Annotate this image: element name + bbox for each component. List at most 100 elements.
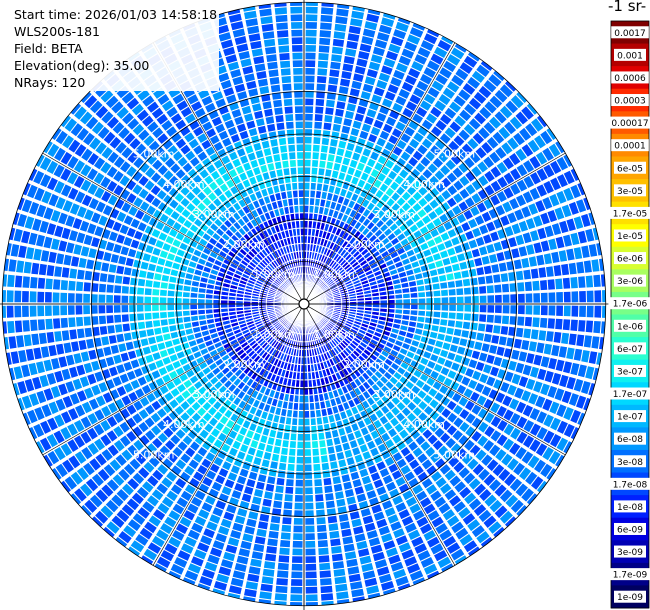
range-gate xyxy=(391,192,400,202)
range-gate xyxy=(386,481,397,492)
range-gate xyxy=(453,417,464,428)
range-gate xyxy=(286,121,294,129)
range-gate xyxy=(472,132,485,145)
range-gate xyxy=(267,309,274,312)
range-gate xyxy=(430,543,444,555)
range-gate xyxy=(291,579,303,586)
range-gate xyxy=(223,87,235,97)
range-gate xyxy=(338,513,349,522)
range-gate xyxy=(321,337,327,344)
range-gate xyxy=(334,23,347,32)
range-gate xyxy=(374,437,383,446)
range-gate xyxy=(440,483,452,495)
range-gate xyxy=(326,351,331,359)
range-gate xyxy=(372,304,380,308)
range-gate xyxy=(561,263,570,276)
range-gate xyxy=(161,477,173,488)
range-gate xyxy=(456,213,467,224)
range-gate xyxy=(304,426,310,433)
range-gate xyxy=(381,362,390,371)
range-gate xyxy=(431,126,442,137)
ray xyxy=(304,304,455,575)
range-gate xyxy=(393,284,402,290)
range-gate xyxy=(327,154,335,162)
range-gate xyxy=(403,435,414,445)
range-gate xyxy=(284,425,291,433)
range-gate xyxy=(339,316,347,320)
range-gate xyxy=(200,535,213,546)
range-gate xyxy=(412,150,423,161)
range-gate xyxy=(332,289,339,293)
range-gate xyxy=(256,347,263,355)
range-gate xyxy=(334,187,341,195)
range-gate xyxy=(427,262,436,270)
range-gate xyxy=(174,557,188,568)
range-gate xyxy=(267,355,274,363)
range-gate xyxy=(495,305,502,314)
range-gate xyxy=(157,396,168,406)
range-gate xyxy=(218,385,227,394)
range-gate xyxy=(121,449,133,461)
range-gate xyxy=(34,407,45,421)
range-gate xyxy=(144,296,152,304)
range-gate xyxy=(390,349,399,357)
range-gate xyxy=(320,199,326,207)
range-gate xyxy=(123,382,134,393)
range-gate xyxy=(325,335,331,342)
range-gate xyxy=(496,161,508,174)
range-gate xyxy=(30,319,38,331)
range-gate xyxy=(387,246,396,254)
range-gate xyxy=(576,334,585,347)
range-gate xyxy=(378,316,386,321)
range-gate xyxy=(281,318,287,324)
range-gate xyxy=(452,336,460,345)
range-gate xyxy=(336,498,346,507)
range-gate xyxy=(37,319,46,331)
range-gate xyxy=(411,261,420,268)
range-gate xyxy=(408,529,421,540)
range-gate xyxy=(322,345,328,352)
range-gate xyxy=(234,346,242,353)
range-gate xyxy=(246,479,256,488)
range-gate xyxy=(329,242,335,250)
range-gate xyxy=(280,317,287,323)
range-gate xyxy=(354,413,362,422)
range-gate xyxy=(18,350,27,363)
range-gate xyxy=(60,292,68,303)
range-gate xyxy=(180,543,194,554)
range-gate xyxy=(333,276,341,282)
range-gate xyxy=(282,346,288,353)
range-gate xyxy=(563,407,574,421)
range-gate xyxy=(395,340,403,347)
range-gate xyxy=(543,180,554,194)
range-gate xyxy=(461,376,471,386)
range-gate xyxy=(162,374,171,383)
range-gate xyxy=(498,336,507,346)
range-gate xyxy=(525,123,538,137)
ray xyxy=(78,304,304,519)
range-gate xyxy=(433,290,441,297)
range-gate xyxy=(375,358,384,366)
range-gate xyxy=(357,301,365,304)
range-gate xyxy=(394,289,402,294)
range-gate xyxy=(304,411,310,418)
range-gate xyxy=(479,305,487,313)
range-gate xyxy=(169,325,177,332)
range-gate xyxy=(443,450,454,462)
range-gate xyxy=(573,216,584,230)
range-gate xyxy=(278,555,290,563)
range-gate xyxy=(261,316,269,320)
range-gate xyxy=(147,495,159,507)
range-gate xyxy=(362,218,371,227)
range-gate xyxy=(100,420,111,432)
range-gate xyxy=(243,332,251,338)
range-gate xyxy=(87,413,98,425)
range-gate xyxy=(91,283,99,292)
range-gate xyxy=(249,326,257,331)
range-gate xyxy=(335,203,342,211)
range-gate xyxy=(316,91,325,99)
ray xyxy=(304,304,559,482)
range-gate xyxy=(522,232,532,244)
range-gate xyxy=(116,265,125,275)
range-gate xyxy=(343,56,355,65)
